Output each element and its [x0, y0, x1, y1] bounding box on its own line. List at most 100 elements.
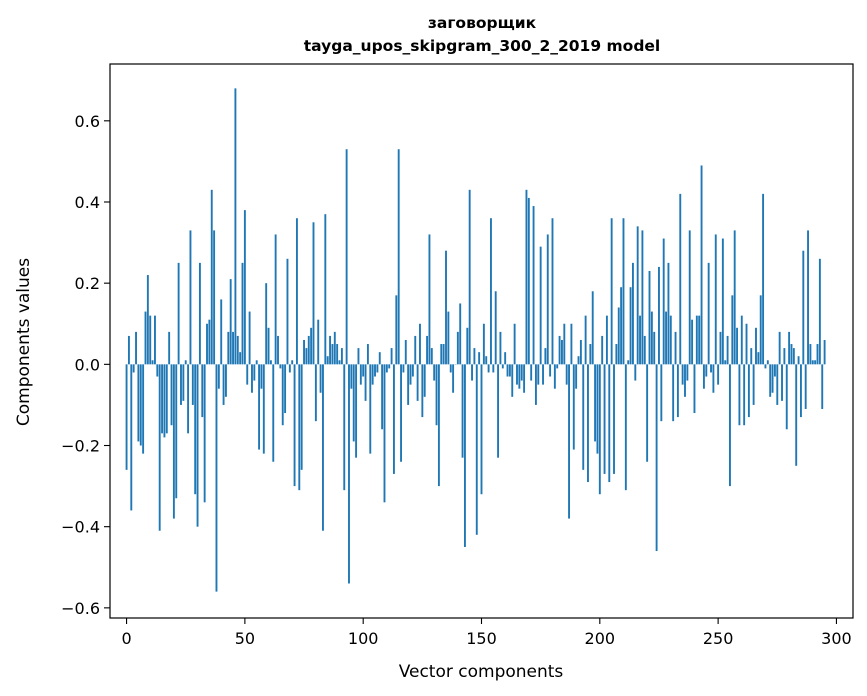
bar [776, 364, 779, 405]
bar [497, 364, 500, 458]
bar [811, 360, 814, 365]
bar [807, 230, 809, 365]
bar [357, 348, 360, 365]
bar [821, 364, 824, 409]
bar [752, 364, 755, 405]
bar [402, 364, 405, 373]
x-tick-label: 300 [821, 629, 852, 648]
bar [154, 315, 156, 365]
bar [617, 307, 620, 365]
bar [783, 348, 786, 365]
bar [421, 364, 424, 418]
bar [336, 344, 339, 365]
bar [712, 364, 715, 393]
bar [338, 360, 341, 365]
bar [262, 364, 265, 454]
bar [686, 364, 689, 381]
bar [253, 364, 256, 381]
bar [385, 364, 388, 373]
bar [669, 315, 672, 365]
x-tick-label: 100 [348, 629, 379, 648]
bar [430, 348, 433, 365]
bar [312, 222, 315, 365]
bar [416, 364, 419, 401]
bar [180, 364, 182, 405]
x-axis-label: Vector components [399, 662, 564, 682]
bar [527, 197, 530, 365]
bar [688, 230, 691, 365]
bar [348, 364, 350, 584]
bar [213, 230, 216, 365]
bar [364, 364, 367, 401]
bar [650, 311, 653, 365]
bar [352, 364, 355, 442]
bar [383, 364, 386, 503]
bar [340, 348, 343, 365]
bar [371, 364, 374, 385]
x-tick-label: 0 [121, 629, 131, 648]
bar [267, 327, 270, 365]
bar [326, 356, 329, 365]
bar [130, 364, 133, 511]
bar [672, 364, 675, 422]
bar [631, 262, 634, 365]
bar [248, 311, 251, 365]
bar [381, 364, 384, 430]
bar [587, 364, 589, 483]
bar [139, 364, 142, 446]
bar [745, 323, 748, 365]
bar [504, 352, 507, 365]
bar [243, 210, 246, 365]
bar [577, 356, 580, 365]
bar [265, 283, 268, 365]
bar [719, 331, 722, 365]
bar [409, 364, 412, 385]
bar [764, 364, 767, 369]
bar [400, 364, 402, 462]
bar [300, 364, 303, 470]
bar [634, 364, 637, 381]
bar [442, 344, 445, 365]
bar [414, 335, 417, 365]
bar [463, 364, 466, 547]
bar [525, 189, 528, 365]
bar [613, 364, 615, 474]
bar [440, 344, 443, 365]
bar [437, 364, 440, 487]
bar [478, 352, 481, 365]
bar [658, 266, 660, 365]
bar [532, 206, 535, 365]
bar [241, 262, 244, 365]
bar [428, 234, 431, 365]
bar [530, 364, 533, 381]
bar [596, 364, 599, 454]
bar [279, 364, 282, 369]
bar [679, 193, 682, 365]
bar [319, 364, 322, 393]
bar [733, 230, 736, 365]
bar [648, 270, 651, 365]
x-tick-label: 150 [466, 629, 497, 648]
bar [229, 279, 232, 365]
bar [662, 238, 665, 365]
bar [471, 364, 473, 381]
bar [168, 331, 171, 365]
bar [331, 344, 334, 365]
bar [293, 364, 296, 487]
bar [366, 344, 369, 365]
bar [260, 364, 263, 389]
bar [698, 315, 701, 365]
bar [284, 364, 287, 414]
bar [397, 149, 400, 365]
bar [295, 218, 298, 365]
bar [452, 364, 455, 393]
bar [582, 364, 585, 470]
bar [792, 348, 795, 365]
bar [818, 258, 821, 365]
y-tick-label: 0.6 [75, 112, 100, 131]
bar [750, 348, 753, 365]
chart-title: заговорщик [428, 14, 537, 32]
bar [272, 364, 275, 462]
bar [520, 364, 523, 381]
bar [629, 287, 632, 365]
